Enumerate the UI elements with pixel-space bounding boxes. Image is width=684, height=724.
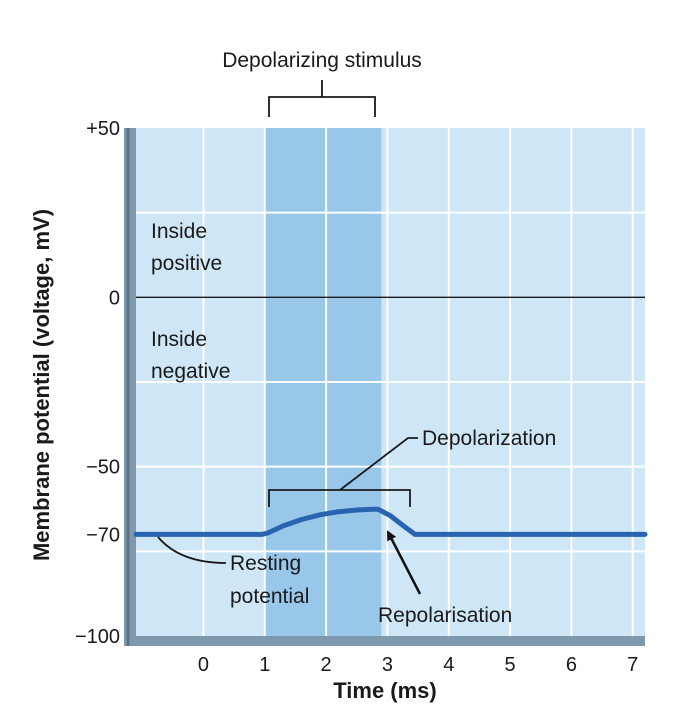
resting-potential-leader xyxy=(157,536,227,564)
resting-label-line1: Resting xyxy=(230,552,301,575)
inside-positive-line2: positive xyxy=(151,252,222,275)
x-tick-label-2: 2 xyxy=(321,654,332,676)
inside-negative-line1: Inside xyxy=(151,328,207,351)
x-axis-title: Time (ms) xyxy=(333,678,437,703)
y-tick-label-1: 0 xyxy=(109,287,120,309)
x-tick-labels: 0 1 2 3 4 5 6 7 xyxy=(198,654,638,676)
y-tick-label-2: −50 xyxy=(86,457,120,479)
inside-positive-line1: Inside xyxy=(151,220,207,243)
repolarisation-label: Repolarisation xyxy=(378,604,512,627)
inside-negative-line2: negative xyxy=(151,360,230,383)
x-tick-label-4: 4 xyxy=(443,654,454,676)
x-tick-label-1: 1 xyxy=(259,654,270,676)
y-tick-labels: +50 0 −50 −70 −100 xyxy=(75,118,120,648)
y-axis-title: Membrane potential (voltage, mV) xyxy=(29,209,54,561)
x-tick-label-6: 6 xyxy=(566,654,577,676)
stimulus-label: Depolarizing stimulus xyxy=(222,49,422,72)
grid-lines xyxy=(136,128,645,636)
repolarisation-arrow xyxy=(386,530,422,595)
x-tick-label-3: 3 xyxy=(382,654,393,676)
y-tick-label-0: +50 xyxy=(86,118,120,140)
resting-label-line2: potential xyxy=(230,585,309,608)
depolarization-bracket xyxy=(268,437,418,507)
x-tick-label-0: 0 xyxy=(198,654,209,676)
stimulus-bracket xyxy=(268,80,376,117)
y-tick-label-3: −70 xyxy=(86,524,120,546)
x-tick-label-5: 5 xyxy=(505,654,516,676)
membrane-potential-trace xyxy=(133,506,648,537)
y-tick-label-4: −100 xyxy=(75,626,120,648)
x-tick-label-7: 7 xyxy=(627,654,638,676)
depolarization-label: Depolarization xyxy=(422,427,556,450)
